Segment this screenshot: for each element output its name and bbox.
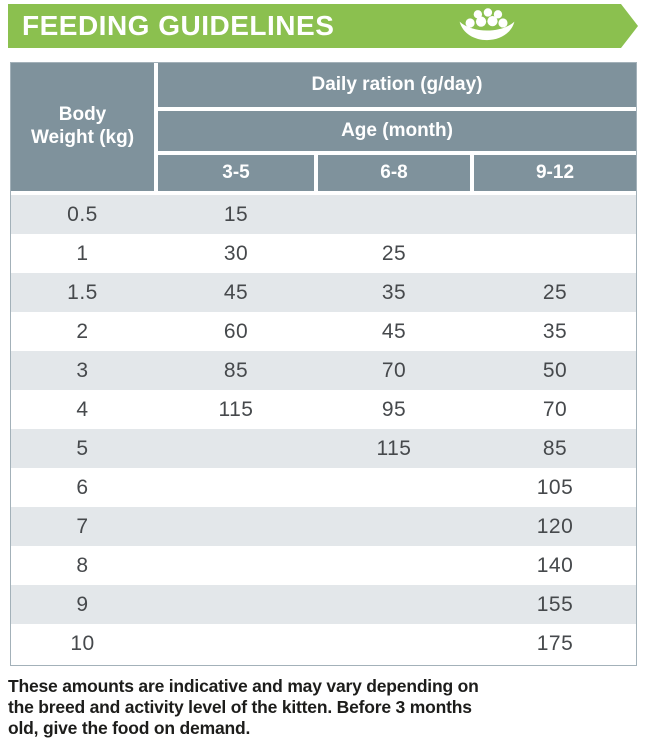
footnote: These amounts are indicative and may var… bbox=[8, 676, 644, 739]
ration-cell: 30 bbox=[223, 241, 249, 265]
table-row: 5 115 85 bbox=[11, 429, 636, 468]
ration-cell: 35 bbox=[542, 319, 568, 343]
header-age-6-8: 6-8 bbox=[318, 155, 470, 191]
header-age-month: Age (month) bbox=[158, 111, 636, 151]
weight-cell: 1.5 bbox=[67, 280, 98, 304]
footnote-line: the breed and activity level of the kitt… bbox=[8, 697, 472, 717]
ration-cell: 175 bbox=[536, 631, 574, 655]
ration-cell: 35 bbox=[381, 280, 407, 304]
ration-cell: 70 bbox=[542, 397, 568, 421]
ration-cell: 155 bbox=[536, 592, 574, 616]
table-row: 9 155 bbox=[11, 585, 636, 624]
table-row: 8 140 bbox=[11, 546, 636, 585]
header-age-3-5: 3-5 bbox=[158, 155, 314, 191]
weight-cell: 8 bbox=[76, 553, 89, 577]
feeding-table-header: Body Weight (kg) Daily ration (g/day) Ag… bbox=[11, 63, 636, 191]
ration-cell: 85 bbox=[542, 436, 568, 460]
table-body: 0.5 15 1 30 25 1.5 45 35 25 2 60 45 35 3… bbox=[11, 195, 636, 663]
weight-cell: 10 bbox=[70, 631, 95, 655]
ration-cell: 45 bbox=[381, 319, 407, 343]
ration-cell: 70 bbox=[381, 358, 407, 382]
ration-cell: 50 bbox=[542, 358, 568, 382]
table-row: 1 30 25 bbox=[11, 234, 636, 273]
ration-cell: 140 bbox=[536, 553, 574, 577]
weight-cell: 5 bbox=[76, 436, 89, 460]
ration-cell: 115 bbox=[218, 397, 254, 421]
table-row: 6 105 bbox=[11, 468, 636, 507]
table-row: 7 120 bbox=[11, 507, 636, 546]
table-row: 1.5 45 35 25 bbox=[11, 273, 636, 312]
weight-cell: 9 bbox=[76, 592, 89, 616]
ration-cell: 105 bbox=[536, 475, 574, 499]
feeding-table: Body Weight (kg) Daily ration (g/day) Ag… bbox=[10, 62, 637, 666]
table-row: 4 115 95 70 bbox=[11, 390, 636, 429]
ration-cell: 95 bbox=[381, 397, 407, 421]
table-row: 0.5 15 bbox=[11, 195, 636, 234]
ration-cell: 85 bbox=[223, 358, 249, 382]
ration-cell: 25 bbox=[542, 280, 568, 304]
feeding-guidelines-banner: FEEDING GUIDELINES bbox=[8, 4, 638, 48]
ration-cell: 60 bbox=[223, 319, 249, 343]
weight-cell: 4 bbox=[76, 397, 89, 421]
kibble-bowl-icon bbox=[455, 7, 519, 49]
ration-cell: 25 bbox=[381, 241, 407, 265]
banner-title: FEEDING GUIDELINES bbox=[22, 10, 335, 41]
weight-cell: 7 bbox=[76, 514, 89, 538]
weight-cell: 3 bbox=[76, 358, 89, 382]
weight-cell: 0.5 bbox=[67, 202, 98, 226]
table-row: 2 60 45 35 bbox=[11, 312, 636, 351]
ration-cell: 45 bbox=[223, 280, 249, 304]
footnote-line: These amounts are indicative and may var… bbox=[8, 676, 479, 696]
header-age-9-12: 9-12 bbox=[474, 155, 636, 191]
weight-cell: 6 bbox=[76, 475, 89, 499]
weight-cell: 2 bbox=[76, 319, 89, 343]
header-body-weight-line1: Body bbox=[58, 104, 107, 126]
ration-cell: 115 bbox=[376, 436, 412, 460]
table-row: 3 85 70 50 bbox=[11, 351, 636, 390]
weight-cell: 1 bbox=[76, 241, 89, 265]
table-row: 10 175 bbox=[11, 624, 636, 663]
header-body-weight-line2: Weight (kg) bbox=[30, 127, 135, 148]
ration-cell: 15 bbox=[223, 202, 249, 226]
footnote-line: old, give the food on demand. bbox=[8, 718, 251, 738]
header-body-weight: Body Weight (kg) bbox=[11, 63, 154, 191]
ration-cell: 120 bbox=[536, 514, 574, 538]
header-daily-ration: Daily ration (g/day) bbox=[158, 63, 636, 107]
